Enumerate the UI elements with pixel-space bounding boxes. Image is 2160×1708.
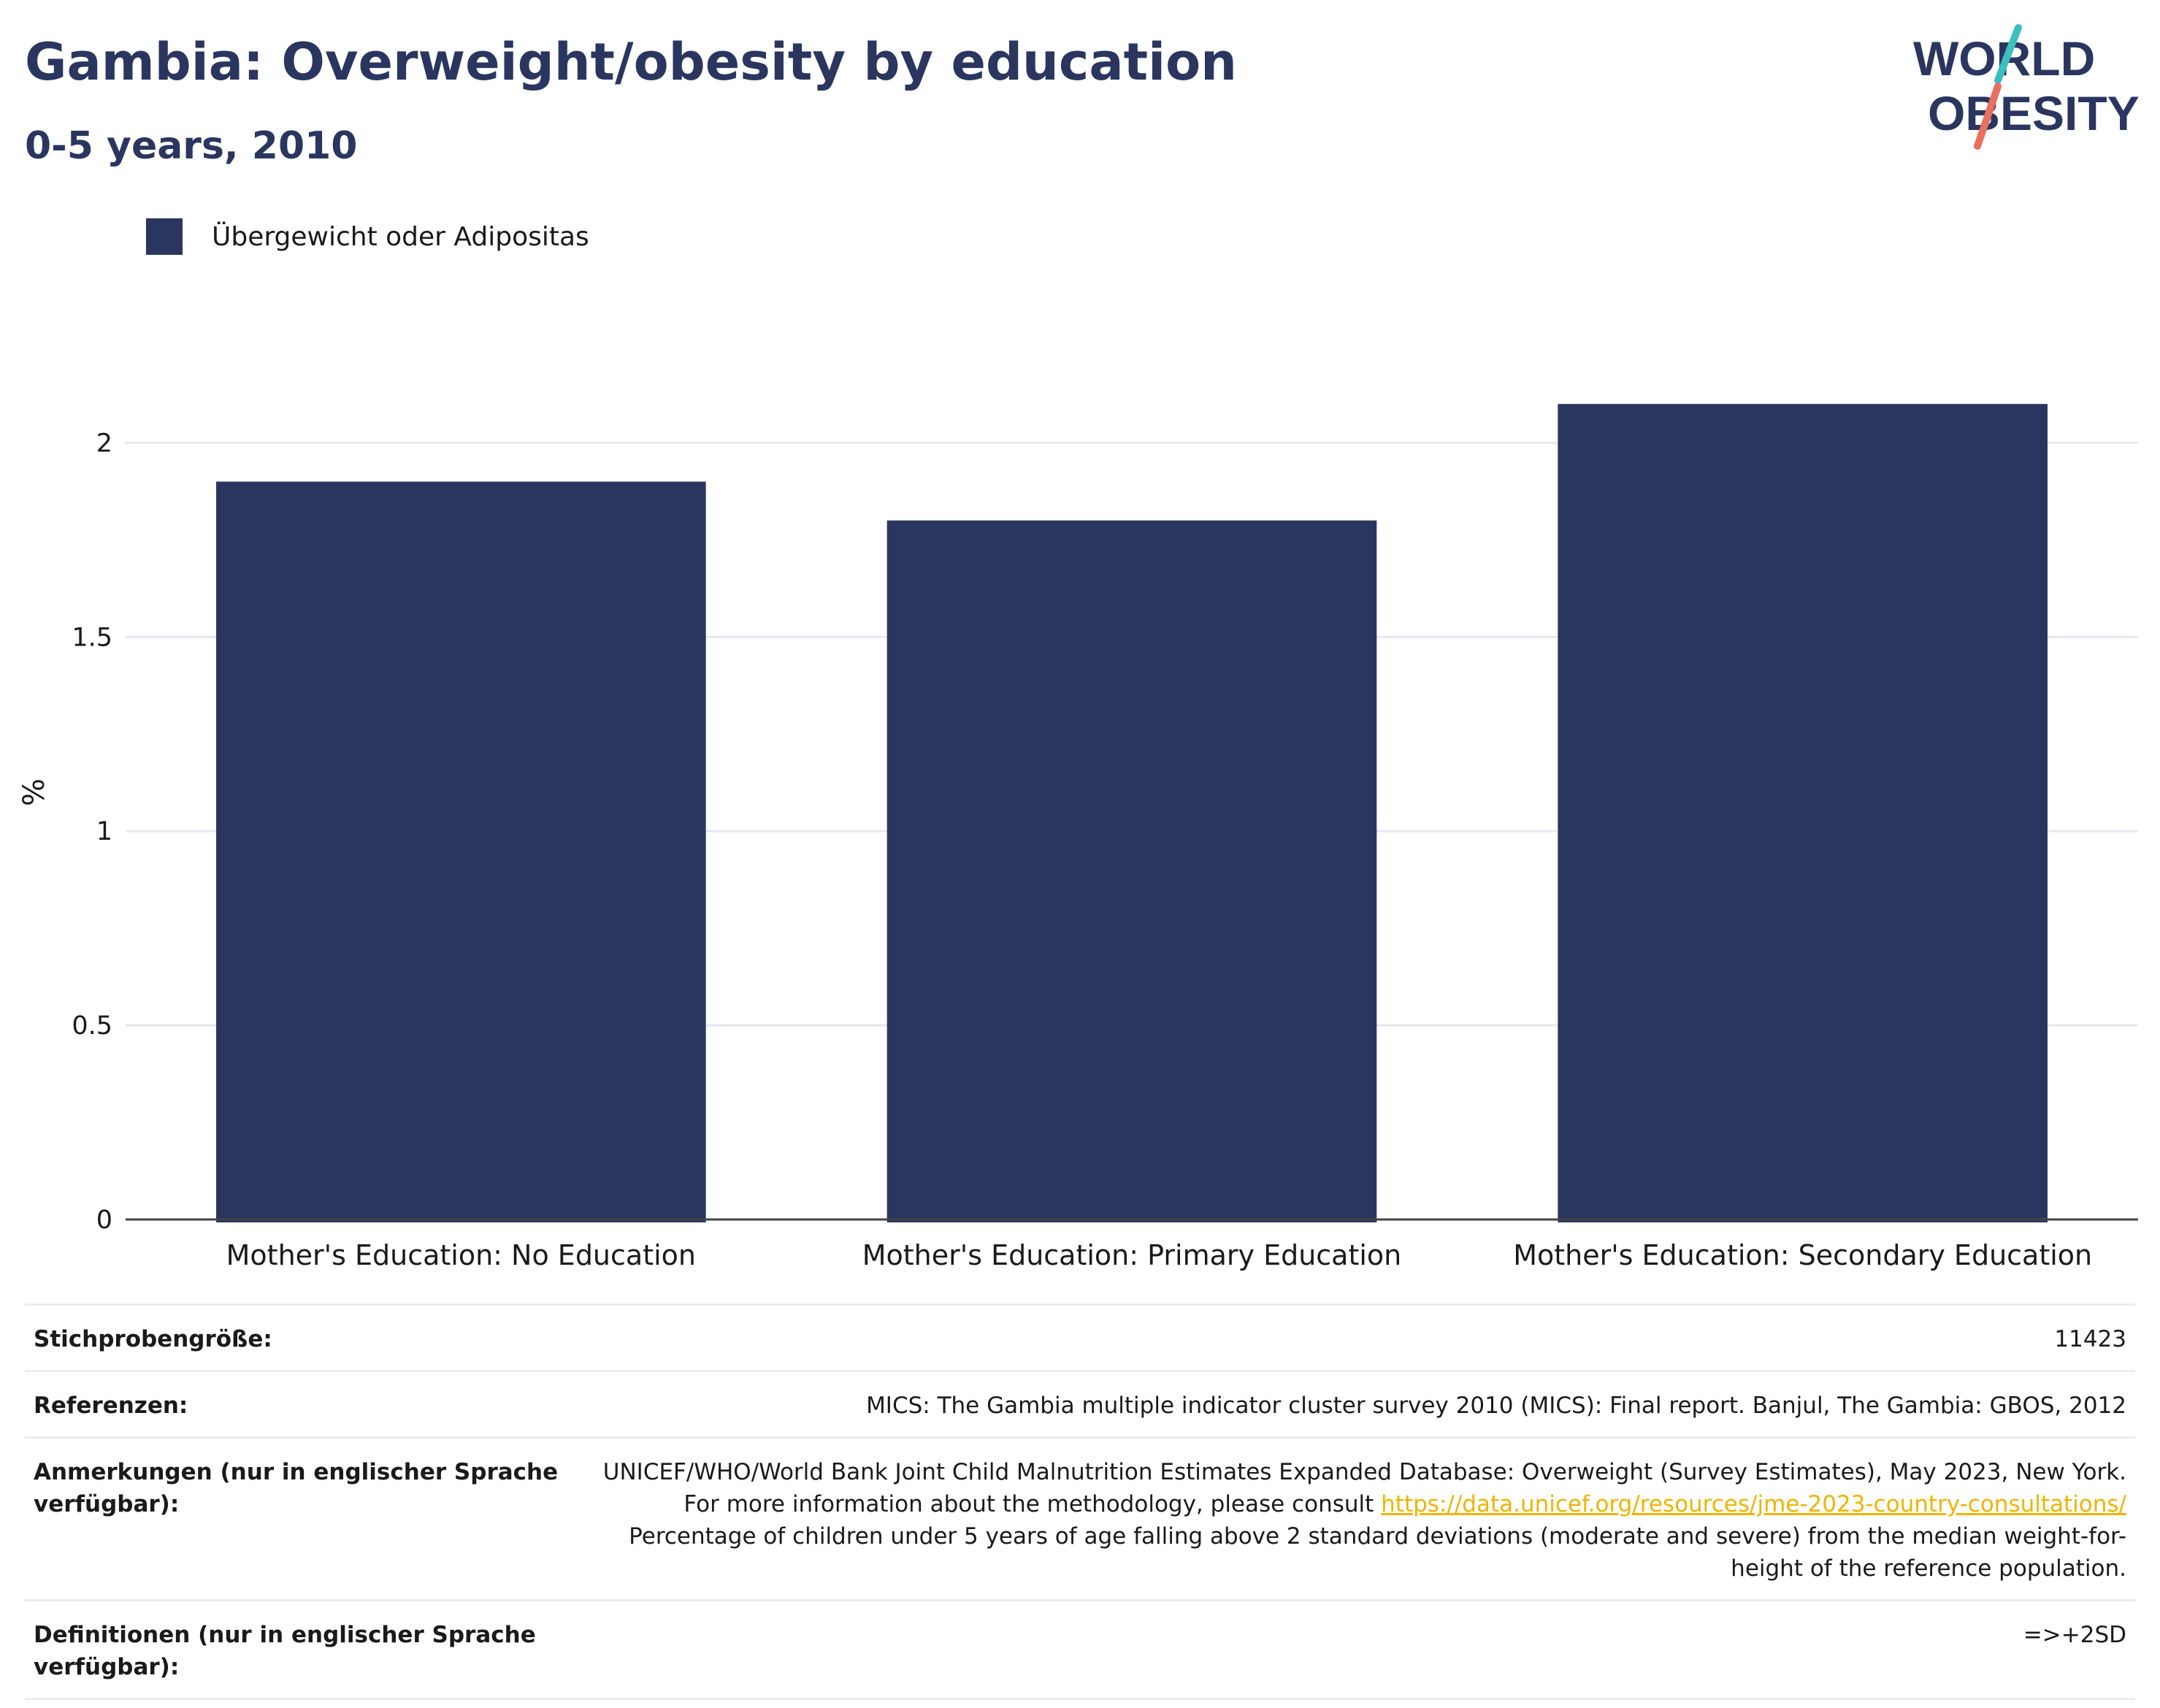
- bar-chart: 0 0.5 1 1.5 2% Mother's Education: No Educati…: [18, 404, 2138, 1271]
- x-tick-label: Mother's Education: No Education: [226, 1239, 696, 1271]
- meta-value-notes: UNICEF/WHO/World Bank Joint Child Malnut…: [593, 1456, 2126, 1585]
- meta-row-notes: Anmerkungen (nur in englischer Sprache v…: [25, 1436, 2135, 1599]
- logo-slash-bottom: [1974, 83, 2002, 150]
- x-tick-label: Mother's Education: Secondary Education: [1513, 1239, 2092, 1271]
- meta-label-references: Referenzen:: [34, 1393, 188, 1419]
- y-tick-label: 0.5: [72, 1011, 112, 1041]
- logo-line-obesity: OBESITY: [1928, 86, 2140, 140]
- meta-value-definitions: =>+2SD: [2023, 1622, 2126, 1648]
- meta-row-references: Referenzen: MICS: The Gambia multiple in…: [25, 1370, 2135, 1436]
- legend-swatch: [146, 218, 183, 255]
- y-tick-label: 2: [96, 429, 112, 458]
- y-axis-title: %: [18, 778, 51, 806]
- chart-subtitle: 0-5 years, 2010: [25, 124, 358, 168]
- meta-label-sample-size: Stichprobengröße:: [34, 1326, 272, 1352]
- meta-label-notes: Anmerkungen (nur in englischer Sprache v…: [34, 1459, 559, 1517]
- meta-value-references: MICS: The Gambia multiple indicator clus…: [866, 1393, 2126, 1419]
- bar-1: [216, 481, 706, 1222]
- world-obesity-logo[interactable]: WORLD OBESITY: [1899, 20, 2147, 152]
- meta-notes-text: UNICEF/WHO/World Bank Joint Child Malnut…: [602, 1459, 2126, 1517]
- y-tick-label: 0: [96, 1206, 112, 1235]
- meta-row-definitions: Definitionen (nur in englischer Sprache …: [25, 1599, 2135, 1700]
- bar-3: [1558, 404, 2048, 1222]
- meta-notes-text-2: Percentage of children under 5 years of …: [629, 1523, 2126, 1582]
- chart-title: Gambia: Overweight/obesity by education: [25, 32, 1238, 92]
- logo-slash-top: [1994, 24, 2022, 84]
- meta-row-sample-size: Stichprobengröße: 11423: [25, 1303, 2135, 1370]
- chart-legend[interactable]: Übergewicht oder Adipositas: [146, 215, 589, 259]
- metadata-table: Stichprobengröße: 11423 Referenzen: MICS…: [25, 1303, 2135, 1700]
- x-tick-label: Mother's Education: Primary Education: [862, 1239, 1402, 1271]
- bar-2: [886, 520, 1377, 1222]
- meta-value-sample-size: 11423: [2054, 1326, 2126, 1352]
- methodology-link[interactable]: https://data.unicef.org/resources/jme-20…: [1381, 1491, 2126, 1517]
- meta-label-definitions: Definitionen (nur in englischer Sprache …: [34, 1622, 536, 1680]
- y-tick-label: 1: [96, 817, 112, 846]
- legend-label: Übergewicht oder Adipositas: [212, 221, 589, 252]
- y-tick-label: 1.5: [72, 623, 112, 652]
